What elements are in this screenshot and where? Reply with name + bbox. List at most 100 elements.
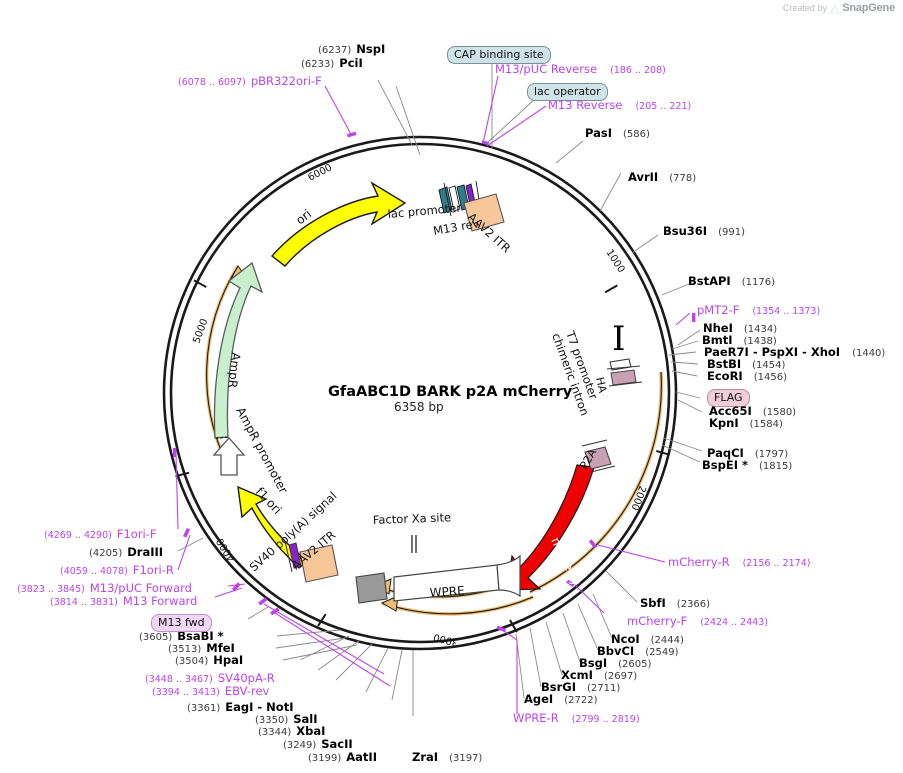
- label-bsabi[interactable]: (3605) BsaBI *: [139, 629, 224, 643]
- feature-ampr[interactable]: [213, 261, 264, 439]
- label-nspi[interactable]: (6237) NspI: [318, 42, 385, 56]
- label-sali-pos: (3350): [255, 715, 289, 726]
- label-paqci[interactable]: PaqCI (1797): [707, 446, 788, 460]
- label-sv40pa-r[interactable]: (3448 .. 3467) SV40pA-R: [145, 671, 275, 685]
- label-kpni[interactable]: KpnI (1584): [709, 416, 783, 430]
- label-agei[interactable]: AgeI (2722): [524, 692, 597, 706]
- label-mcherry-r[interactable]: mCherry-R (2156 .. 2174): [668, 555, 810, 569]
- label-eagi-noti-pos: (3361): [187, 703, 221, 714]
- feature-ori[interactable]: [270, 181, 407, 267]
- feature-lac-operator-box: [448, 185, 461, 212]
- label-pcii-enzyme: PciI: [339, 56, 363, 70]
- label-eagi-noti[interactable]: (3361) EagI - NotI: [187, 700, 293, 714]
- feature-sv40-polya[interactable]: [355, 572, 388, 604]
- label-pmt2-f[interactable]: pMT2-F (1354 .. 1373): [697, 303, 820, 317]
- feature-cluster-intron[interactable]: I: [606, 319, 643, 387]
- feature-wpre[interactable]: [393, 554, 521, 602]
- label-m13-reverse-pos: (205 .. 221): [635, 101, 692, 112]
- label-xbai-pos: (3344): [258, 727, 292, 738]
- label-ecori[interactable]: EcoRI (1456): [707, 369, 787, 383]
- label-m13-fwd[interactable]: M13 fwd: [151, 611, 212, 632]
- label-draiii[interactable]: (4205) DraIII: [89, 545, 163, 559]
- leader-lines-purple: [175, 75, 691, 714]
- label-pmt2-f-pos: (1354 .. 1373): [752, 306, 821, 317]
- label-bbvci[interactable]: BbvCI (2549): [597, 644, 678, 658]
- snapgene-flag-icon: △: [829, 1, 840, 15]
- feature-cluster-top[interactable]: [438, 180, 505, 232]
- label-bsrgi-pos: (2711): [587, 683, 621, 694]
- label-pasi[interactable]: PasI (586): [585, 126, 650, 140]
- label-lac-operator[interactable]: lac operator: [527, 80, 608, 101]
- orf-arc-ampr-line: [206, 265, 239, 471]
- label-f1ori-r[interactable]: (4059 .. 4078) F1ori-R: [60, 563, 174, 577]
- feature-ampr-promoter[interactable]: [212, 437, 246, 476]
- label-bsgi[interactable]: BsgI (2605): [579, 656, 651, 670]
- label-hpai[interactable]: (3504) HpaI: [175, 653, 243, 667]
- marker-sv40pa-r: [258, 597, 268, 606]
- label-sacii[interactable]: (3249) SacII: [283, 737, 353, 751]
- label-pmt2-f-primer: pMT2-F: [697, 303, 740, 317]
- label-mfei-pos: (3513): [168, 644, 202, 655]
- label-bsabi-enzyme: BsaBI *: [177, 629, 224, 643]
- label-bstapi[interactable]: BstAPI (1176): [688, 274, 775, 288]
- feature-p2a-box: [584, 446, 612, 470]
- feature-cluster-top-tick-a: [443, 182, 452, 217]
- feature-sv40-polya-box: [355, 572, 388, 604]
- label-pcii[interactable]: (6233) PciI: [301, 56, 363, 70]
- label-bsabi-pos: (3605): [139, 632, 173, 643]
- label-m13-puc-reverse[interactable]: M13/pUC Reverse (186 .. 208): [495, 62, 666, 76]
- backbone-inner-circle: [169, 142, 671, 644]
- label-ebv-rev[interactable]: (3394 .. 3413) EBV-rev: [152, 684, 269, 698]
- label-pbr322ori-f[interactable]: (6078 .. 6097) pBR322ori-F: [178, 74, 322, 88]
- label-bstbi-enzyme: BstBI: [707, 357, 742, 371]
- backbone-major-ticks: [175, 279, 670, 633]
- label-bstbi[interactable]: BstBI (1454): [707, 357, 785, 371]
- feature-aav2-itr-bottom[interactable]: [284, 540, 339, 583]
- label-f1ori-r-pos: (4059 .. 4078): [60, 566, 128, 577]
- label-bbvci-enzyme: BbvCI: [597, 644, 635, 658]
- label-paer7i-pspxi-xhoi-enzyme: PaeR7I - PspXI - XhoI: [704, 345, 841, 359]
- label-bspei-pos: (1815): [759, 461, 793, 472]
- label-ebv-rev-pos: (3394 .. 3413): [152, 687, 220, 698]
- feature-factor-xa-site[interactable]: [411, 535, 417, 553]
- label-xbai[interactable]: (3344) XbaI: [258, 724, 325, 738]
- label-bmti-enzyme: BmtI: [702, 333, 733, 347]
- label-mcherry-f[interactable]: mCherry-F (2424 .. 2443): [627, 614, 768, 628]
- feature-p2a[interactable]: [581, 439, 616, 473]
- marker-ebv-rev: [270, 607, 280, 616]
- label-sali[interactable]: (3350) SalI: [255, 712, 318, 726]
- label-m13-puc-forward[interactable]: (3823 .. 3845) M13/pUC Forward: [17, 581, 192, 595]
- label-bspei[interactable]: BspEI * (1815): [702, 458, 792, 472]
- label-bstbi-pos: (1454): [752, 360, 786, 371]
- label-pbr322ori-f-pos: (6078 .. 6097): [178, 77, 246, 88]
- label-mcherry-f-primer: mCherry-F: [627, 614, 688, 628]
- label-bsrgi[interactable]: BsrGI (2711): [541, 680, 620, 694]
- label-flag[interactable]: FLAG: [707, 386, 750, 407]
- label-zrai[interactable]: ZraI (3197): [412, 750, 482, 764]
- label-f1ori-f[interactable]: (4269 .. 4290) F1ori-F: [44, 527, 157, 541]
- label-bmti[interactable]: BmtI (1438): [702, 333, 777, 347]
- label-nspi-enzyme: NspI: [356, 42, 386, 56]
- label-sbfi[interactable]: SbfI (2366): [640, 596, 710, 610]
- label-aatii[interactable]: (3199) AatII: [308, 750, 377, 764]
- marker-mcherry-f: [566, 579, 575, 588]
- label-ncoi[interactable]: NcoI (2444): [611, 632, 684, 646]
- label-xcmi[interactable]: XcmI (2697): [561, 668, 637, 682]
- label-mfei[interactable]: (3513) MfeI: [168, 641, 235, 655]
- watermark-prefix: Created by: [782, 3, 827, 13]
- label-m13-forward[interactable]: (3814 .. 3831) M13 Forward: [50, 594, 197, 608]
- label-acc65i-enzyme: Acc65I: [709, 404, 752, 418]
- marker-f1ori-f: [173, 448, 177, 457]
- label-bsu36i[interactable]: Bsu36I (991): [663, 224, 745, 238]
- feature-intron-marker: I: [612, 319, 625, 359]
- label-bsu36i-pos: (991): [718, 227, 745, 238]
- label-agei-pos: (2722): [564, 695, 598, 706]
- label-avrii[interactable]: AvrII (778): [628, 170, 696, 184]
- label-wpre-r[interactable]: WPRE-R (2799 .. 2819): [513, 711, 640, 725]
- label-m13-puc-reverse-pos: (186 .. 208): [610, 65, 666, 76]
- label-nhei[interactable]: NheI (1434): [703, 321, 777, 335]
- label-paer7i-pspxi-xhoi[interactable]: PaeR7I - PspXI - XhoI (1440): [704, 345, 885, 359]
- label-m13-reverse[interactable]: M13 Reverse (205 .. 221): [548, 98, 691, 112]
- label-cap-binding-site[interactable]: CAP binding site: [447, 43, 551, 64]
- label-acc65i[interactable]: Acc65I (1580): [709, 404, 796, 418]
